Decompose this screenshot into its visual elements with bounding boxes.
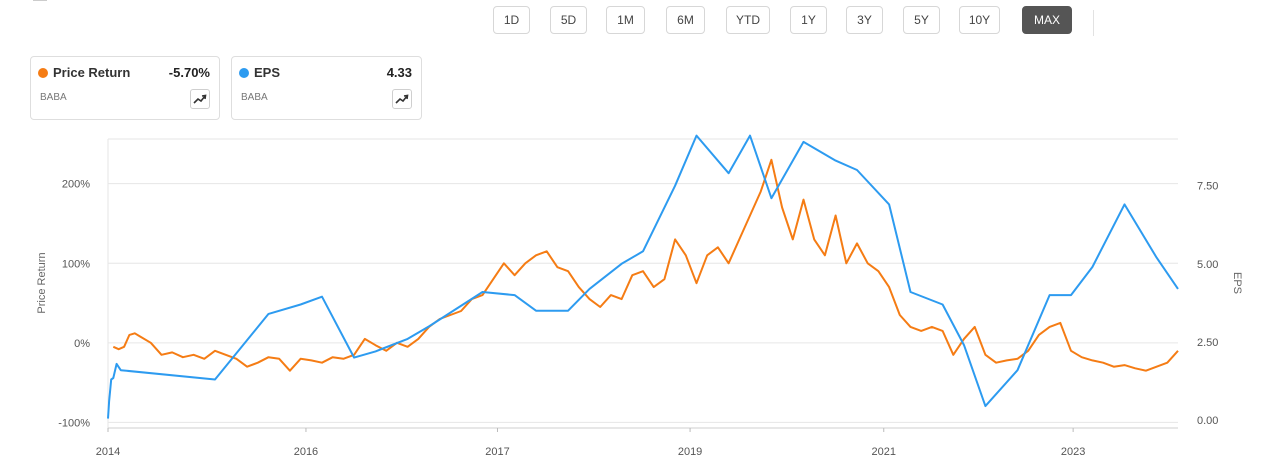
eps-dot-icon — [239, 68, 249, 78]
y-left-tick-label: 100% — [62, 258, 90, 270]
range-button-1y[interactable]: 1Y — [790, 6, 827, 34]
y-left-tick-label: 200% — [62, 179, 90, 191]
card-value: 4.33 — [386, 65, 412, 80]
top-left-divider — [33, 0, 47, 1]
card-ticker: BABA — [241, 92, 268, 103]
legend-card-price-return[interactable]: Price Return -5.70% BABA — [30, 56, 220, 120]
legend-card-eps[interactable]: EPS 4.33 BABA — [231, 56, 422, 120]
y-right-tick-label: 7.50 — [1197, 181, 1218, 193]
range-button-max[interactable]: MAX — [1022, 6, 1072, 34]
x-tick-label: 2023 — [1061, 446, 1085, 458]
y-left-axis-title: Price Return — [36, 252, 48, 313]
price-return-dot-icon — [38, 68, 48, 78]
card-value: -5.70% — [168, 65, 210, 80]
range-divider — [1093, 10, 1094, 36]
range-button-5d[interactable]: 5D — [550, 6, 587, 34]
y-right-tick-label: 2.50 — [1197, 337, 1218, 349]
y-right-tick-label: 0.00 — [1197, 415, 1218, 427]
x-tick-label: 2021 — [872, 446, 896, 458]
trend-up-icon[interactable] — [190, 89, 210, 109]
range-selector: 1D 5D 1M 6M YTD 1Y 3Y 5Y 10Y MAX — [0, 6, 1266, 36]
y-left-tick-label: 0% — [74, 338, 90, 350]
trend-up-icon[interactable] — [392, 89, 412, 109]
range-button-1d[interactable]: 1D — [493, 6, 530, 34]
range-button-5y[interactable]: 5Y — [903, 6, 940, 34]
range-button-6m[interactable]: 6M — [666, 6, 705, 34]
x-tick-label: 2016 — [294, 446, 318, 458]
card-name: EPS — [254, 65, 281, 80]
eps-line — [107, 134, 1179, 419]
price-return-line — [112, 158, 1179, 372]
y-right-tick-label: 5.00 — [1197, 259, 1218, 271]
x-tick-label: 2019 — [678, 446, 702, 458]
range-button-1m[interactable]: 1M — [606, 6, 645, 34]
y-left-tick-label: -100% — [58, 417, 90, 429]
card-ticker: BABA — [40, 92, 67, 103]
x-tick-label: 2017 — [485, 446, 509, 458]
range-button-ytd[interactable]: YTD — [726, 6, 770, 34]
range-button-3y[interactable]: 3Y — [846, 6, 883, 34]
x-tick-label: 2014 — [96, 446, 120, 458]
range-button-10y[interactable]: 10Y — [959, 6, 1000, 34]
card-name: Price Return — [53, 65, 131, 80]
y-right-axis-title: EPS — [1231, 272, 1243, 294]
